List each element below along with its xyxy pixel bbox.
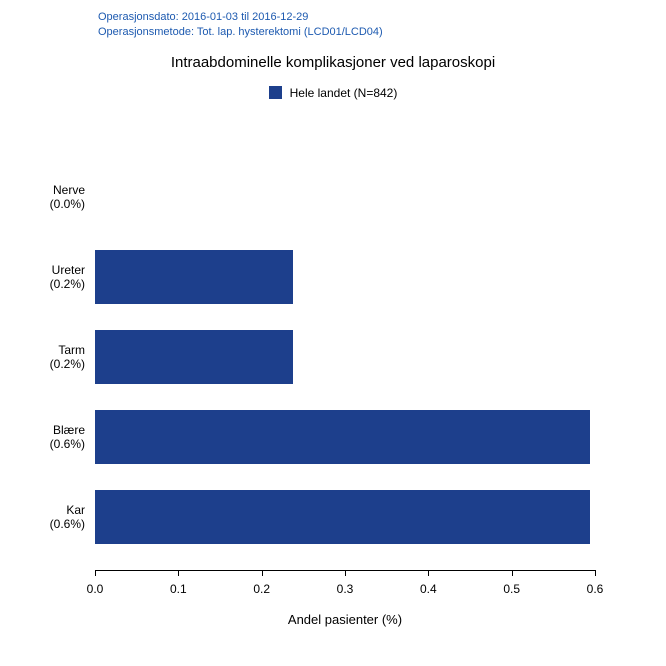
plot-area: Nerve(0.0%)Ureter(0.2%)Tarm(0.2%)Blære(0… — [95, 150, 595, 570]
meta-line-1: Operasjonsdato: 2016-01-03 til 2016-12-2… — [98, 10, 383, 25]
x-tick — [595, 570, 596, 576]
x-axis-title: Andel pasienter (%) — [95, 612, 595, 627]
x-tick-label: 0.1 — [170, 582, 187, 596]
y-axis-label: Blære(0.6%) — [5, 423, 85, 452]
bar — [95, 330, 293, 384]
chart-legend: Hele landet (N=842) — [0, 86, 666, 100]
x-tick — [512, 570, 513, 576]
y-label-pct: (0.2%) — [5, 357, 85, 371]
bar-row — [95, 410, 595, 464]
x-tick — [178, 570, 179, 576]
x-tick-label: 0.4 — [420, 582, 437, 596]
x-tick-label: 0.6 — [587, 582, 604, 596]
legend-label: Hele landet (N=842) — [290, 86, 398, 100]
legend-swatch — [269, 86, 282, 99]
bar — [95, 250, 293, 304]
bar — [95, 410, 590, 464]
y-axis-label: Nerve(0.0%) — [5, 183, 85, 212]
x-tick-label: 0.3 — [337, 582, 354, 596]
chart-title: Intraabdominelle komplikasjoner ved lapa… — [0, 54, 666, 71]
bar-row — [95, 330, 595, 384]
y-label-pct: (0.0%) — [5, 197, 85, 211]
bar-row — [95, 490, 595, 544]
y-label-pct: (0.6%) — [5, 437, 85, 451]
y-axis-label: Tarm(0.2%) — [5, 343, 85, 372]
x-tick-label: 0.2 — [253, 582, 270, 596]
x-tick — [262, 570, 263, 576]
y-label-name: Kar — [5, 503, 85, 517]
x-tick — [428, 570, 429, 576]
x-tick-label: 0.5 — [503, 582, 520, 596]
y-label-name: Ureter — [5, 263, 85, 277]
y-label-name: Blære — [5, 423, 85, 437]
x-tick — [345, 570, 346, 576]
bar-row — [95, 250, 595, 304]
y-label-pct: (0.6%) — [5, 517, 85, 531]
meta-line-2: Operasjonsmetode: Tot. lap. hysterektomi… — [98, 25, 383, 40]
y-axis-label: Ureter(0.2%) — [5, 263, 85, 292]
bar-row — [95, 170, 595, 224]
y-label-pct: (0.2%) — [5, 277, 85, 291]
y-label-name: Nerve — [5, 183, 85, 197]
x-tick-label: 0.0 — [87, 582, 104, 596]
x-tick — [95, 570, 96, 576]
y-label-name: Tarm — [5, 343, 85, 357]
bar — [95, 490, 590, 544]
y-axis-label: Kar(0.6%) — [5, 503, 85, 532]
metadata-block: Operasjonsdato: 2016-01-03 til 2016-12-2… — [98, 10, 383, 40]
